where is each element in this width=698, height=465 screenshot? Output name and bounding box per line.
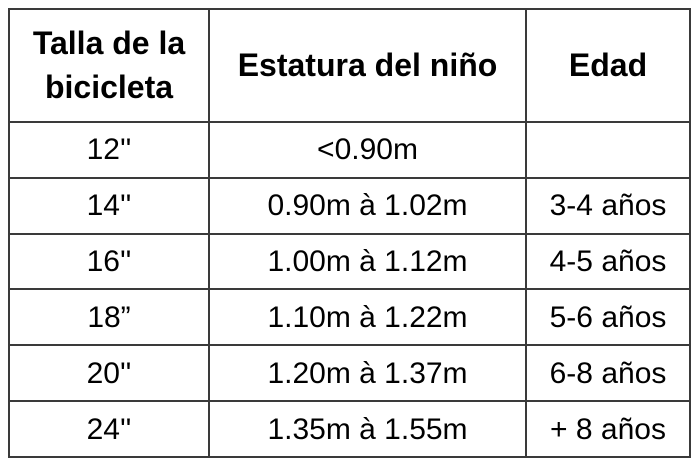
cell-height: 1.35m à 1.55m bbox=[208, 400, 527, 458]
cell-size: 20'' bbox=[8, 344, 210, 403]
cell-age: 3-4 años bbox=[525, 176, 691, 235]
cell-height: 1.10m à 1.22m bbox=[208, 288, 527, 347]
cell-height: 1.00m à 1.12m bbox=[208, 232, 527, 291]
cell-age: 4-5 años bbox=[525, 232, 691, 291]
cell-height: 0.90m à 1.02m bbox=[208, 176, 527, 235]
cell-age bbox=[525, 121, 691, 179]
table-row: 16'' 1.00m à 1.12m 4-5 años bbox=[8, 232, 691, 291]
table-row: 20'' 1.20m à 1.37m 6-8 años bbox=[8, 344, 691, 403]
header-child-height: Estatura del niño bbox=[208, 8, 527, 123]
table-row: 18” 1.10m à 1.22m 5-6 años bbox=[8, 288, 691, 347]
table-header: Talla de la bicicleta Estatura del niño … bbox=[8, 8, 691, 123]
cell-size: 12'' bbox=[8, 121, 210, 179]
cell-size: 24'' bbox=[8, 400, 210, 458]
cell-height: <0.90m bbox=[208, 121, 527, 179]
header-age: Edad bbox=[525, 8, 691, 123]
cell-size: 16'' bbox=[8, 232, 210, 291]
bike-size-table: Talla de la bicicleta Estatura del niño … bbox=[8, 8, 691, 458]
cell-size: 18” bbox=[8, 288, 210, 347]
cell-age: 6-8 años bbox=[525, 344, 691, 403]
header-bike-size: Talla de la bicicleta bbox=[8, 8, 210, 123]
cell-height: 1.20m à 1.37m bbox=[208, 344, 527, 403]
table-row: 12'' <0.90m bbox=[8, 121, 691, 179]
header-row: Talla de la bicicleta Estatura del niño … bbox=[8, 8, 691, 123]
table-row: 14'' 0.90m à 1.02m 3-4 años bbox=[8, 176, 691, 235]
cell-age: + 8 años bbox=[525, 400, 691, 458]
cell-age: 5-6 años bbox=[525, 288, 691, 347]
cell-size: 14'' bbox=[8, 176, 210, 235]
table-row: 24'' 1.35m à 1.55m + 8 años bbox=[8, 400, 691, 458]
table-body: 12'' <0.90m 14'' 0.90m à 1.02m 3-4 años … bbox=[8, 121, 691, 458]
